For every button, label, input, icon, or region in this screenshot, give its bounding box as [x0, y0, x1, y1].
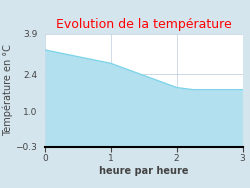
- X-axis label: heure par heure: heure par heure: [99, 166, 188, 176]
- Y-axis label: Température en °C: Température en °C: [2, 44, 13, 136]
- Title: Evolution de la température: Evolution de la température: [56, 18, 232, 31]
